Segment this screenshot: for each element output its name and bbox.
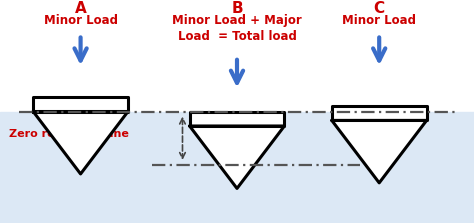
Polygon shape	[33, 112, 128, 174]
Bar	[0, 112, 474, 223]
Polygon shape	[33, 97, 128, 112]
Polygon shape	[332, 106, 427, 120]
Text: Minor Load: Minor Load	[342, 14, 416, 27]
Text: Minor Load: Minor Load	[44, 14, 118, 27]
Text: C: C	[374, 1, 385, 16]
Text: Zero reference line: Zero reference line	[9, 129, 129, 139]
Polygon shape	[190, 126, 284, 188]
Polygon shape	[190, 112, 284, 126]
Polygon shape	[332, 120, 427, 183]
Text: B: B	[231, 1, 243, 16]
Text: Minor Load + Major
Load  = Total load: Minor Load + Major Load = Total load	[172, 14, 302, 43]
Text: A: A	[75, 1, 86, 16]
